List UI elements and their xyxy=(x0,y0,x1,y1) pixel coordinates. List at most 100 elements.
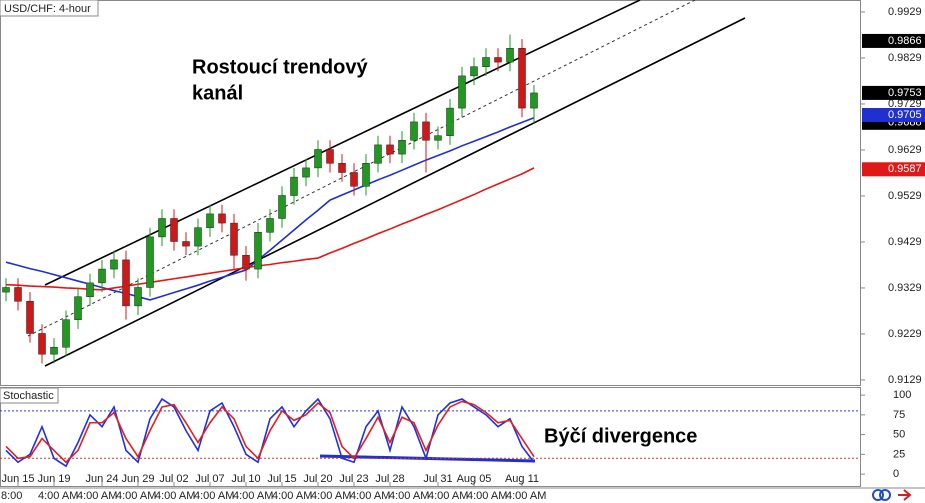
candle-body xyxy=(302,167,310,178)
candle-body xyxy=(290,176,298,196)
channel-lower xyxy=(44,17,746,367)
y-tick-label: 0.9129 xyxy=(888,374,922,386)
channel-upper xyxy=(44,0,641,286)
annotation: Býčí divergence xyxy=(544,425,697,447)
y-tick-label: 0.9529 xyxy=(888,190,922,202)
candle-body xyxy=(494,57,502,63)
price-marker-label: 0.9705 xyxy=(888,109,922,121)
y-tick-label: 0.9329 xyxy=(888,282,922,294)
annotation: kanál xyxy=(192,82,243,104)
candle-body xyxy=(446,107,454,136)
time-label: 4:00 AM xyxy=(389,490,429,502)
y-tick-label: 0.9729 xyxy=(888,98,922,110)
y-tick-label: 0 xyxy=(893,468,899,480)
y-tick-label: 0.9829 xyxy=(888,52,922,64)
link-icon[interactable] xyxy=(879,489,891,501)
price-marker xyxy=(862,85,925,100)
candle-body xyxy=(62,319,70,348)
candle-body xyxy=(50,347,58,355)
x-tick-label: Jul 23 xyxy=(339,473,368,485)
time-label: 4:00 AM xyxy=(77,490,117,502)
time-label: 4:00 AM xyxy=(311,490,351,502)
chart-title: USD/CHF: 4-hour xyxy=(4,3,91,15)
candle-body xyxy=(158,218,166,238)
price-panel xyxy=(0,0,861,386)
candle-body xyxy=(338,163,346,173)
candle-body xyxy=(350,172,358,187)
arrow-icon[interactable] xyxy=(898,489,912,501)
candle-body xyxy=(518,48,526,109)
y-tick-label: 50 xyxy=(893,429,905,441)
moving-average xyxy=(5,167,535,291)
time-label: 4:00 AM xyxy=(116,490,156,502)
price-marker xyxy=(862,162,925,177)
candle-body xyxy=(110,259,118,270)
price-marker-label: 0.9587 xyxy=(888,163,922,175)
x-tick-label: Jul 28 xyxy=(375,473,404,485)
candle-body xyxy=(146,236,154,288)
stochastic-title: Stochastic xyxy=(3,390,54,402)
stochastic-line xyxy=(5,400,535,464)
candle-body xyxy=(170,218,178,242)
y-tick-label: 100 xyxy=(893,389,911,401)
candle-body xyxy=(122,259,130,307)
candle-body xyxy=(2,287,10,293)
time-label: 4:00 AM xyxy=(467,490,507,502)
candle-body xyxy=(74,296,82,320)
x-tick-label: Jun 24 xyxy=(85,473,118,485)
candle-body xyxy=(86,282,94,297)
candle-body xyxy=(182,241,190,247)
y-tick-label: 25 xyxy=(893,448,905,460)
candle-body xyxy=(386,144,394,155)
candle-body xyxy=(230,222,238,256)
time-label: 8:00 xyxy=(1,490,22,502)
candle-body xyxy=(254,232,262,270)
candle-body xyxy=(410,121,418,141)
candle-body xyxy=(374,144,382,164)
candle-body xyxy=(326,149,334,164)
candle-body xyxy=(266,218,274,233)
stoch-title-box xyxy=(0,387,59,404)
candle-body xyxy=(530,92,538,109)
price-marker-label: 0.9753 xyxy=(888,87,922,99)
time-label: 4:00 AM xyxy=(155,490,195,502)
candle-body xyxy=(482,57,490,67)
annotation: Rostoucí trendový xyxy=(192,56,368,78)
link-icon[interactable] xyxy=(872,489,884,501)
x-tick-label: Jul 10 xyxy=(231,473,260,485)
candle-body xyxy=(38,333,46,355)
y-tick-label: 0.9929 xyxy=(888,6,922,18)
candle-body xyxy=(242,255,250,270)
candle-body xyxy=(14,287,22,302)
x-tick-label: Jul 07 xyxy=(195,473,224,485)
x-tick-label: Jul 31 xyxy=(423,473,452,485)
x-tick-label: Jul 20 xyxy=(303,473,332,485)
y-tick-label: 75 xyxy=(893,409,905,421)
stochastic-line xyxy=(5,397,535,468)
time-label: 4:00 AM xyxy=(194,490,234,502)
candle-body xyxy=(98,268,106,284)
y-tick-label: 0.9629 xyxy=(888,144,922,156)
x-tick-label: Jun 29 xyxy=(121,473,154,485)
candle-body xyxy=(134,287,142,307)
x-tick-label: Jul 15 xyxy=(267,473,296,485)
candle-body xyxy=(218,213,226,224)
x-tick-label: Jun 19 xyxy=(37,473,70,485)
time-label: 4:00 AM xyxy=(233,490,273,502)
candle-body xyxy=(26,301,34,334)
x-tick-label: Aug 11 xyxy=(505,473,539,485)
toolbar-icons[interactable] xyxy=(872,489,912,501)
x-tick-label: Aug 05 xyxy=(457,473,492,485)
candle-body xyxy=(194,227,202,247)
price-marker xyxy=(862,107,925,122)
price-marker-label: 0.9866 xyxy=(888,35,922,47)
channel-middle xyxy=(27,0,696,337)
x-tick-label: Jun 15 xyxy=(1,473,34,485)
candle-body xyxy=(278,195,286,219)
candle-body xyxy=(434,135,442,141)
candle-body xyxy=(206,213,214,228)
candle-body xyxy=(314,149,322,169)
trend-channel xyxy=(27,0,746,367)
stochastic-panel xyxy=(0,387,861,487)
